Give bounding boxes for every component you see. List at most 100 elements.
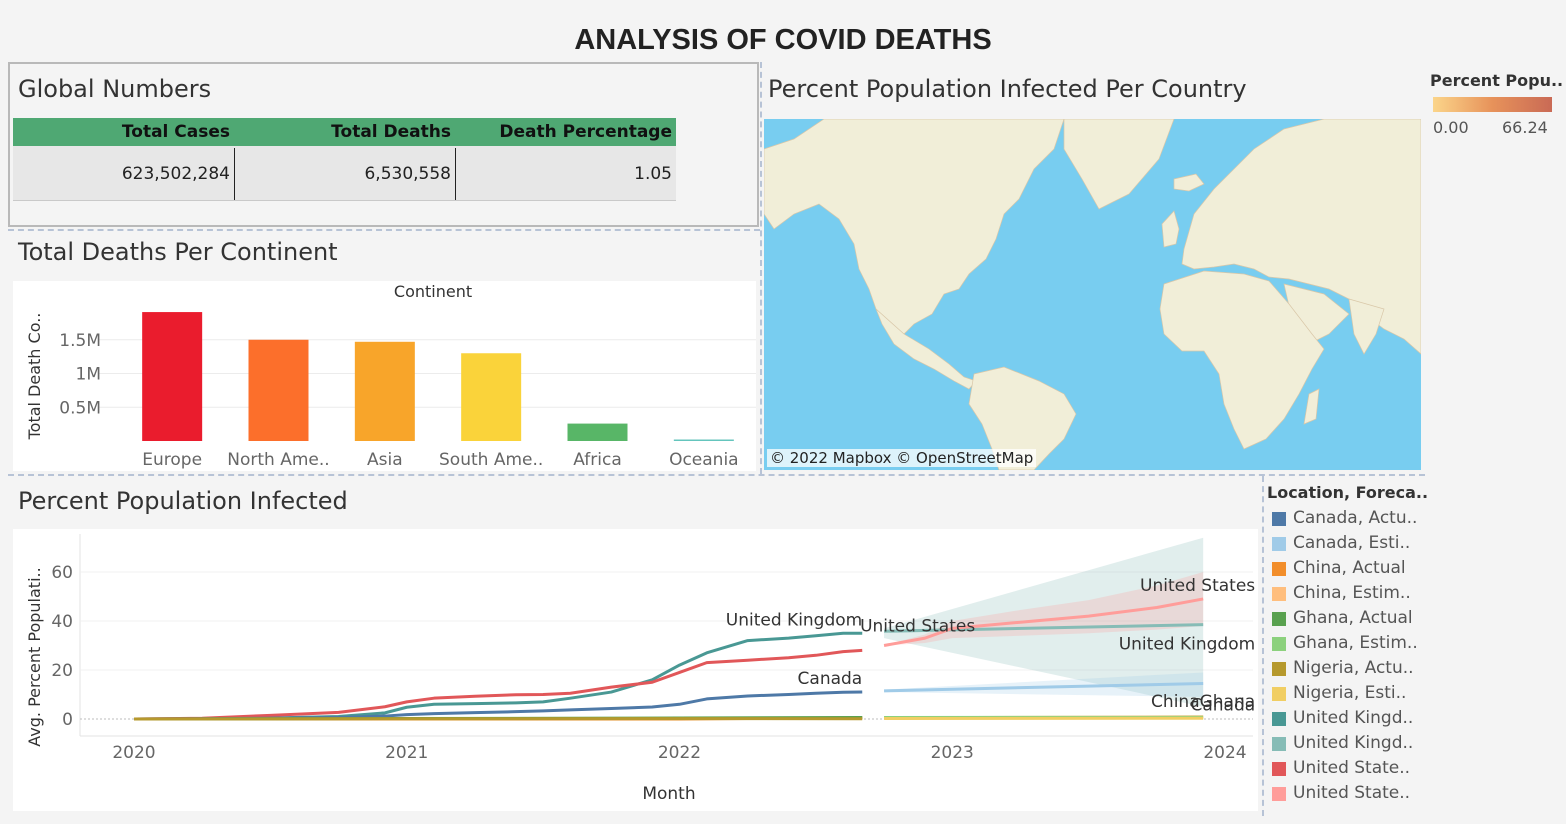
legend-label: Nigeria, Esti.. — [1293, 683, 1407, 703]
land-africa — [1159, 270, 1325, 450]
legend-swatch — [1272, 637, 1286, 651]
cell-divider — [234, 148, 235, 200]
map-legend-title: Percent Popu.. — [1430, 71, 1564, 90]
legend-swatch — [1272, 537, 1286, 551]
bar-chart-title: Continent — [394, 282, 472, 301]
world-map-shapes — [764, 119, 1421, 470]
map-legend-min: 0.00 — [1433, 118, 1469, 137]
header-total-deaths[interactable]: Total Deaths — [331, 122, 451, 142]
land-north-america — [764, 119, 1065, 335]
value-death-percentage[interactable]: 1.05 — [634, 164, 672, 184]
legend-swatch — [1272, 762, 1286, 776]
legend-label: Canada, Esti.. — [1293, 533, 1411, 553]
legend-label: China, Actual — [1293, 558, 1406, 578]
infected-line-chart: 0 20 40 60 2020 2021 2022 2023 2024 Month Avg. Per… — [25, 534, 1255, 804]
forecast-band-canada — [884, 672, 1204, 697]
legend-swatch — [1272, 737, 1286, 751]
legend-swatch — [1272, 562, 1286, 576]
land-madagascar — [1303, 388, 1320, 425]
line-x-tick-label: 2024 — [1203, 743, 1246, 763]
forecast-band-united-kingdom — [884, 537, 1204, 707]
deaths-chart-panel: Continent Total Death Co.. 0.5M 1M 1.5M Europ… — [13, 281, 756, 471]
world-map[interactable]: © 2022 Mapbox © OpenStreetMap — [764, 119, 1421, 470]
bar-x-tick-label: Asia — [367, 450, 403, 470]
global-numbers-title: Global Numbers — [18, 75, 212, 103]
legend-swatch — [1272, 612, 1286, 626]
cell-divider — [455, 148, 456, 200]
line-legend-title: Location, Foreca.. — [1267, 483, 1429, 502]
map-attribution[interactable]: © 2022 Mapbox © OpenStreetMap — [767, 449, 1037, 467]
line-y-tick-label: 20 — [51, 661, 73, 681]
line-y-tick-label: 40 — [51, 612, 73, 632]
divider-vertical — [760, 62, 762, 474]
legend-swatch — [1272, 512, 1286, 526]
line-annotation: Canada — [798, 669, 863, 689]
legend-label: Ghana, Actual — [1293, 608, 1413, 628]
legend-label: United Kingd.. — [1293, 708, 1414, 728]
map-title: Percent Population Infected Per Country — [768, 75, 1247, 103]
line-x-tick-label: 2022 — [658, 743, 701, 763]
line-annotation: ChinaGhana — [1151, 692, 1255, 712]
legend-label: United Kingd.. — [1293, 733, 1414, 753]
header-death-percentage[interactable]: Death Percentage — [499, 122, 672, 142]
series-line-united-kingdom-actual — [133, 631, 863, 721]
infected-chart-panel: 0 20 40 60 2020 2021 2022 2023 2024 Month Avg. Per… — [13, 529, 1258, 811]
series-line-united-kingdom-forecast — [884, 623, 1204, 633]
land-greenland — [1063, 119, 1175, 210]
line-y-tick-label: 0 — [62, 710, 73, 730]
series-line-canada-forecast — [884, 681, 1204, 693]
line-y-axis-label: Avg. Percent Populati.. — [25, 567, 44, 746]
legend-label: United State.. — [1293, 758, 1411, 778]
legend-label: China, Estim.. — [1293, 583, 1411, 603]
bar-x-tick-label: Africa — [573, 450, 622, 470]
legend-label: United State.. — [1293, 783, 1411, 803]
bar-x-tick-label: Oceania — [669, 450, 739, 470]
global-numbers-value-row: 623,502,284 6,530,558 1.05 — [13, 146, 676, 201]
deaths-bar-chart: Continent Total Death Co.. 0.5M 1M 1.5M Europ… — [25, 282, 756, 470]
line-x-axis-label: Month — [642, 784, 695, 804]
line-annotation: United States — [860, 617, 975, 637]
global-numbers-panel — [8, 62, 759, 227]
bar-y-tick-label: 0.5M — [59, 398, 101, 418]
land-central-america — [875, 308, 977, 390]
line-x-tick-label: 2020 — [112, 743, 155, 763]
line-y-tick-label: 60 — [51, 563, 73, 583]
legend-label: Nigeria, Actu.. — [1293, 658, 1414, 678]
land-uk — [1161, 210, 1180, 248]
bar-y-axis-label: Total Death Co.. — [25, 313, 44, 441]
bar-europe — [142, 312, 203, 441]
value-total-deaths[interactable]: 6,530,558 — [364, 164, 451, 184]
line-annotation: United States — [1140, 576, 1255, 596]
bar-africa — [567, 423, 628, 441]
divider-vertical — [1262, 476, 1264, 816]
land-south-america — [968, 366, 1077, 470]
header-total-cases[interactable]: Total Cases — [121, 122, 230, 142]
legend-swatch — [1272, 687, 1286, 701]
legend-swatch — [1272, 587, 1286, 601]
line-annotation: United Kingdom — [1119, 635, 1255, 655]
line-x-tick-label: 2023 — [931, 743, 974, 763]
legend-label: Ghana, Estim.. — [1293, 633, 1418, 653]
legend-swatch — [1272, 712, 1286, 726]
legend-swatch — [1272, 787, 1286, 801]
divider-horizontal — [8, 474, 1425, 476]
bar-north-ame- — [248, 339, 309, 441]
value-total-cases[interactable]: 623,502,284 — [121, 164, 230, 184]
deaths-chart-title: Total Deaths Per Continent — [18, 238, 338, 266]
line-annotation: Canada — [1190, 695, 1255, 715]
global-numbers-header-row: Total Cases Total Deaths Death Percentag… — [13, 118, 676, 146]
land-iceland — [1173, 173, 1205, 192]
series-line-united-states-forecast — [883, 597, 1204, 647]
series-line-united-states-actual — [133, 648, 863, 721]
bar-y-tick-label: 1M — [76, 365, 101, 385]
bar-x-tick-label: North Ame.. — [227, 450, 329, 470]
divider-horizontal — [8, 229, 760, 231]
legend-label: Canada, Actu.. — [1293, 508, 1418, 528]
line-annotation: United Kingdom — [726, 610, 862, 630]
bar-south-ame- — [461, 353, 522, 441]
line-x-tick-label: 2021 — [385, 743, 428, 763]
bar-x-tick-label: South Ame.. — [439, 450, 543, 470]
bar-oceania — [673, 439, 734, 441]
bar-y-tick-label: 1.5M — [59, 331, 101, 351]
infected-chart-title: Percent Population Infected — [18, 487, 348, 515]
